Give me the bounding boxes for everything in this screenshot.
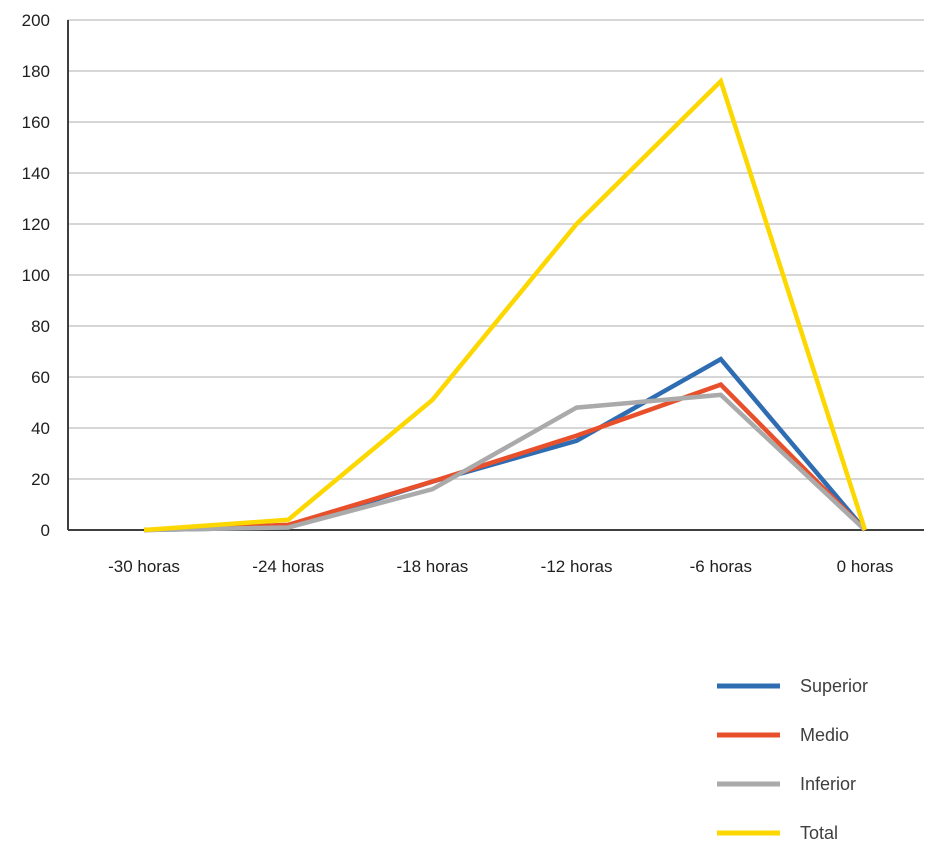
y-tick-label: 200 xyxy=(22,11,50,30)
y-tick-label: 80 xyxy=(31,317,50,336)
legend-label: Medio xyxy=(800,725,849,745)
y-tick-label: 40 xyxy=(31,419,50,438)
y-tick-label: 60 xyxy=(31,368,50,387)
y-tick-label: 120 xyxy=(22,215,50,234)
legend-item: Superior xyxy=(717,676,868,696)
x-tick-label: -12 horas xyxy=(541,557,613,576)
x-tick-label: -6 horas xyxy=(690,557,752,576)
series-line-total xyxy=(143,77,868,533)
y-tick-label: 20 xyxy=(31,470,50,489)
legend-item: Medio xyxy=(717,725,849,745)
y-tick-label: 160 xyxy=(22,113,50,132)
series-line-inferior xyxy=(143,392,867,533)
series-line-medio xyxy=(143,382,867,533)
y-tick-labels: 0 20 40 60 80 100 120 140 160 180 200 xyxy=(22,11,50,540)
x-tick-labels: -30 horas -24 horas -18 horas -12 horas -6 h… xyxy=(108,557,893,576)
y-tick-label: 100 xyxy=(22,266,50,285)
x-tick-label: -18 horas xyxy=(396,557,468,576)
legend-label: Superior xyxy=(800,676,868,696)
x-tick-label: -30 horas xyxy=(108,557,180,576)
grid xyxy=(68,19,924,480)
y-tick-label: 180 xyxy=(22,62,50,81)
legend: Superior Medio Inferior Total xyxy=(717,676,868,843)
legend-label: Total xyxy=(800,823,838,843)
x-tick-label: 0 horas xyxy=(837,557,894,576)
series-line-superior xyxy=(143,356,867,533)
y-tick-label: 0 xyxy=(41,521,50,540)
y-tick-label: 140 xyxy=(22,164,50,183)
legend-item: Inferior xyxy=(717,774,856,794)
legend-item: Total xyxy=(717,823,838,843)
x-tick-label: -24 horas xyxy=(252,557,324,576)
legend-label: Inferior xyxy=(800,774,856,794)
series-lines xyxy=(143,77,868,533)
